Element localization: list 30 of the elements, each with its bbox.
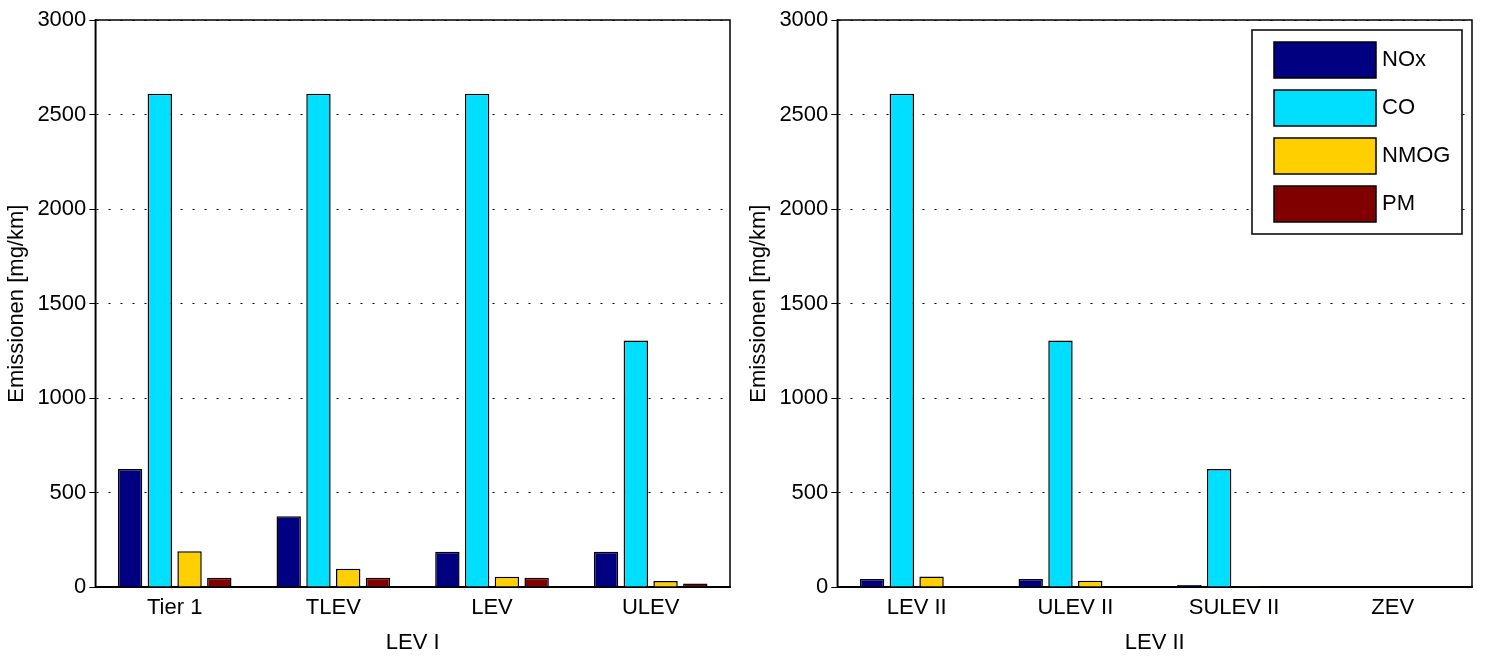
- x-tick-label: LEV II: [886, 594, 947, 620]
- y-tick-label: 2000: [37, 195, 87, 221]
- y-tick-label: 1000: [779, 384, 829, 410]
- y-tick-label: 1000: [37, 384, 87, 410]
- x-axis-title: LEV I: [385, 628, 440, 654]
- x-tick-label: ZEV: [1371, 594, 1415, 620]
- x-tick-label: Tier 1: [146, 594, 203, 620]
- legend-label: CO: [1382, 94, 1415, 120]
- y-tick-label: 2500: [779, 100, 829, 126]
- y-tick-label: 3000: [779, 6, 829, 32]
- y-tick-label: 500: [791, 478, 829, 504]
- y-axis-title: Emissionen [mg/km]: [745, 204, 771, 403]
- y-tick-label: 1500: [779, 289, 829, 315]
- x-tick-label: SULEV II: [1188, 594, 1280, 620]
- y-axis-title: Emissionen [mg/km]: [3, 204, 29, 403]
- y-tick-label: 2000: [779, 195, 829, 221]
- x-axis-title: LEV II: [1124, 628, 1185, 654]
- x-tick-label: ULEV II: [1037, 594, 1114, 620]
- y-tick-label: 0: [816, 573, 829, 599]
- x-tick-label: TLEV: [305, 594, 362, 620]
- y-tick-label: 3000: [37, 6, 87, 32]
- x-tick-label: LEV: [471, 594, 514, 620]
- y-tick-label: 2500: [37, 100, 87, 126]
- y-tick-label: 500: [49, 478, 87, 504]
- x-tick-label: ULEV: [621, 594, 680, 620]
- legend-label: NOx: [1382, 46, 1426, 72]
- y-tick-label: 0: [74, 573, 87, 599]
- legend-label: PM: [1382, 190, 1415, 216]
- y-tick-label: 1500: [37, 289, 87, 315]
- legend-label: NMOG: [1382, 142, 1451, 168]
